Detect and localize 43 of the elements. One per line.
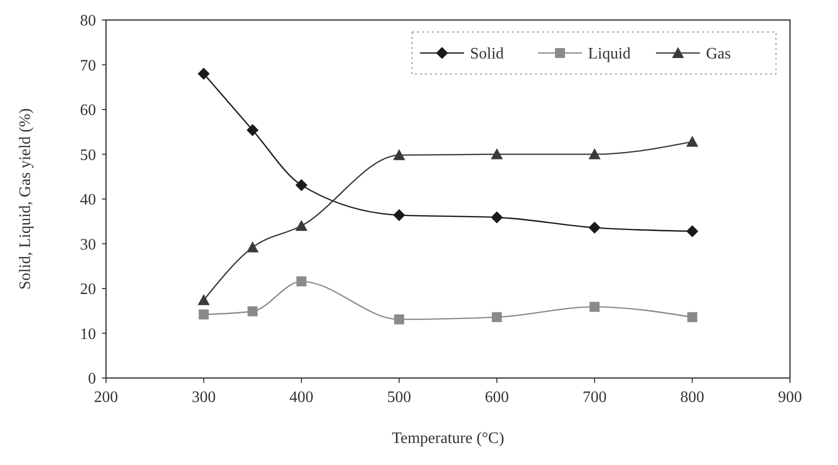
x-tick-label: 700 — [582, 389, 607, 406]
point — [295, 179, 308, 192]
y-tick-label: 60 — [80, 102, 96, 120]
x-axis-title: Temperature (°C) — [392, 430, 504, 447]
point — [686, 136, 698, 147]
x-tick-label: 400 — [289, 389, 314, 406]
x-tick-label: 300 — [192, 389, 216, 406]
point — [296, 276, 306, 286]
y-tick-label: 20 — [80, 281, 96, 298]
point — [246, 241, 259, 252]
point — [490, 211, 503, 224]
point — [295, 220, 308, 231]
y-tick-label: 10 — [80, 326, 96, 343]
legend-label: Solid — [470, 46, 504, 63]
point — [686, 225, 698, 238]
y-tick-label: 50 — [80, 146, 96, 164]
x-tick-label: 600 — [484, 389, 509, 406]
y-tick-label: 70 — [80, 57, 96, 74]
point — [198, 68, 210, 80]
point — [588, 148, 601, 160]
x-tick-label: 800 — [680, 389, 704, 406]
y-tick-label: 80 — [80, 12, 96, 30]
point — [588, 222, 601, 234]
y-tick-label: 40 — [80, 192, 96, 209]
x-tick-label: 200 — [94, 389, 118, 406]
legend-label: Liquid — [588, 46, 631, 63]
y-tick-label: 30 — [80, 236, 96, 254]
point — [394, 314, 404, 324]
y-tick-label: 0 — [88, 370, 96, 388]
point — [248, 306, 258, 316]
point — [590, 302, 600, 312]
point — [198, 294, 210, 306]
point — [198, 309, 209, 320]
legend-label: Gas — [706, 46, 731, 63]
x-tick-label: 900 — [778, 389, 802, 406]
point — [687, 312, 698, 322]
point — [393, 209, 406, 222]
point — [490, 148, 503, 160]
point — [393, 149, 406, 160]
point — [246, 124, 259, 136]
point — [492, 312, 502, 322]
x-tick-label: 500 — [387, 389, 412, 406]
y-axis-title: Solid, Liquid, Gas yield (%) — [17, 108, 34, 290]
